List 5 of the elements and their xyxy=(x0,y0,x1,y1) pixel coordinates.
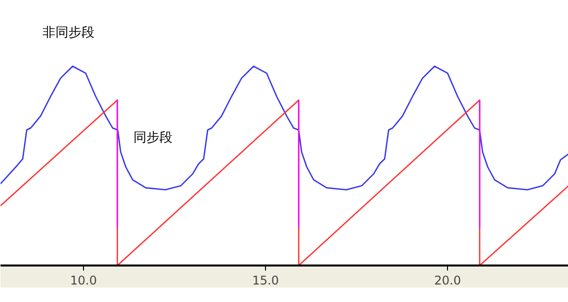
annotation: 同步段 xyxy=(134,130,172,146)
x-tick-label: 15.0 xyxy=(252,274,279,288)
text: 非同步段 xyxy=(42,26,94,40)
x-tick-label: 20.0 xyxy=(434,274,461,288)
x-tick-label: 10.0 xyxy=(70,274,97,288)
